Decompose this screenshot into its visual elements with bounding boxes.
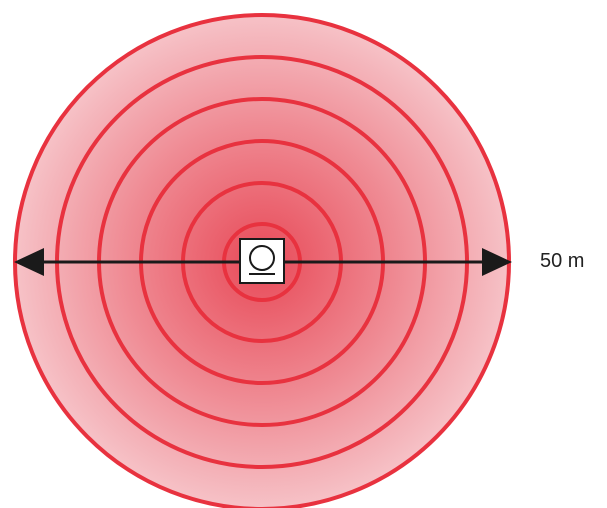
arrowhead-right-icon — [482, 248, 512, 276]
circular-speaker-device-icon — [239, 238, 285, 284]
arrowhead-left-icon — [14, 248, 44, 276]
range-label: 50 m — [540, 250, 585, 272]
